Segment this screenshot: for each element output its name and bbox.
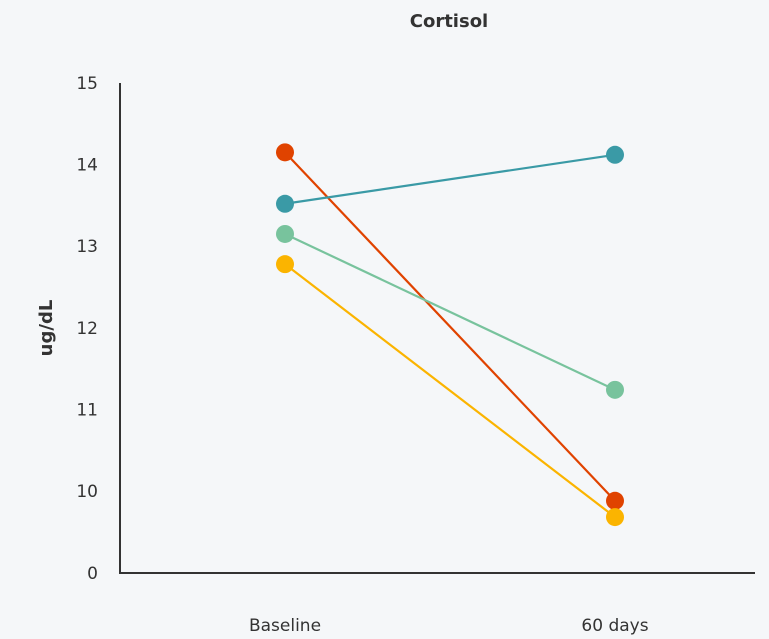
- series-2: [276, 224, 624, 399]
- y-tick-labels: 0 10 11 12 13 14 15: [76, 74, 98, 584]
- series-0: [276, 143, 624, 510]
- x-tick-label: 60 days: [581, 616, 648, 636]
- data-point: [606, 491, 624, 510]
- data-series: [276, 143, 624, 527]
- series-1: [276, 145, 624, 213]
- data-point: [276, 255, 294, 274]
- series-line: [284, 153, 616, 205]
- x-tick-labels: Baseline 60 days: [249, 616, 649, 636]
- y-tick-label: 11: [76, 400, 98, 420]
- chart-title: Cortisol: [410, 11, 488, 32]
- y-tick-label: 12: [76, 319, 98, 339]
- y-tick-label: 10: [76, 482, 98, 502]
- series-line: [284, 232, 616, 391]
- data-point: [276, 143, 294, 162]
- x-tick-label: Baseline: [249, 616, 321, 636]
- y-tick-label: 14: [76, 156, 98, 176]
- y-axis-label: ug/dL: [36, 300, 57, 357]
- series-3: [276, 255, 624, 527]
- data-point: [276, 224, 294, 243]
- y-tick-label: 15: [76, 74, 98, 94]
- data-point: [606, 508, 624, 527]
- axis-lines: [119, 83, 755, 574]
- data-point: [606, 145, 624, 164]
- data-point: [276, 194, 294, 213]
- y-tick-label: 13: [76, 237, 98, 257]
- series-line: [284, 151, 616, 502]
- series-line: [284, 263, 616, 518]
- y-tick-label: 0: [87, 564, 98, 584]
- data-point: [606, 380, 624, 399]
